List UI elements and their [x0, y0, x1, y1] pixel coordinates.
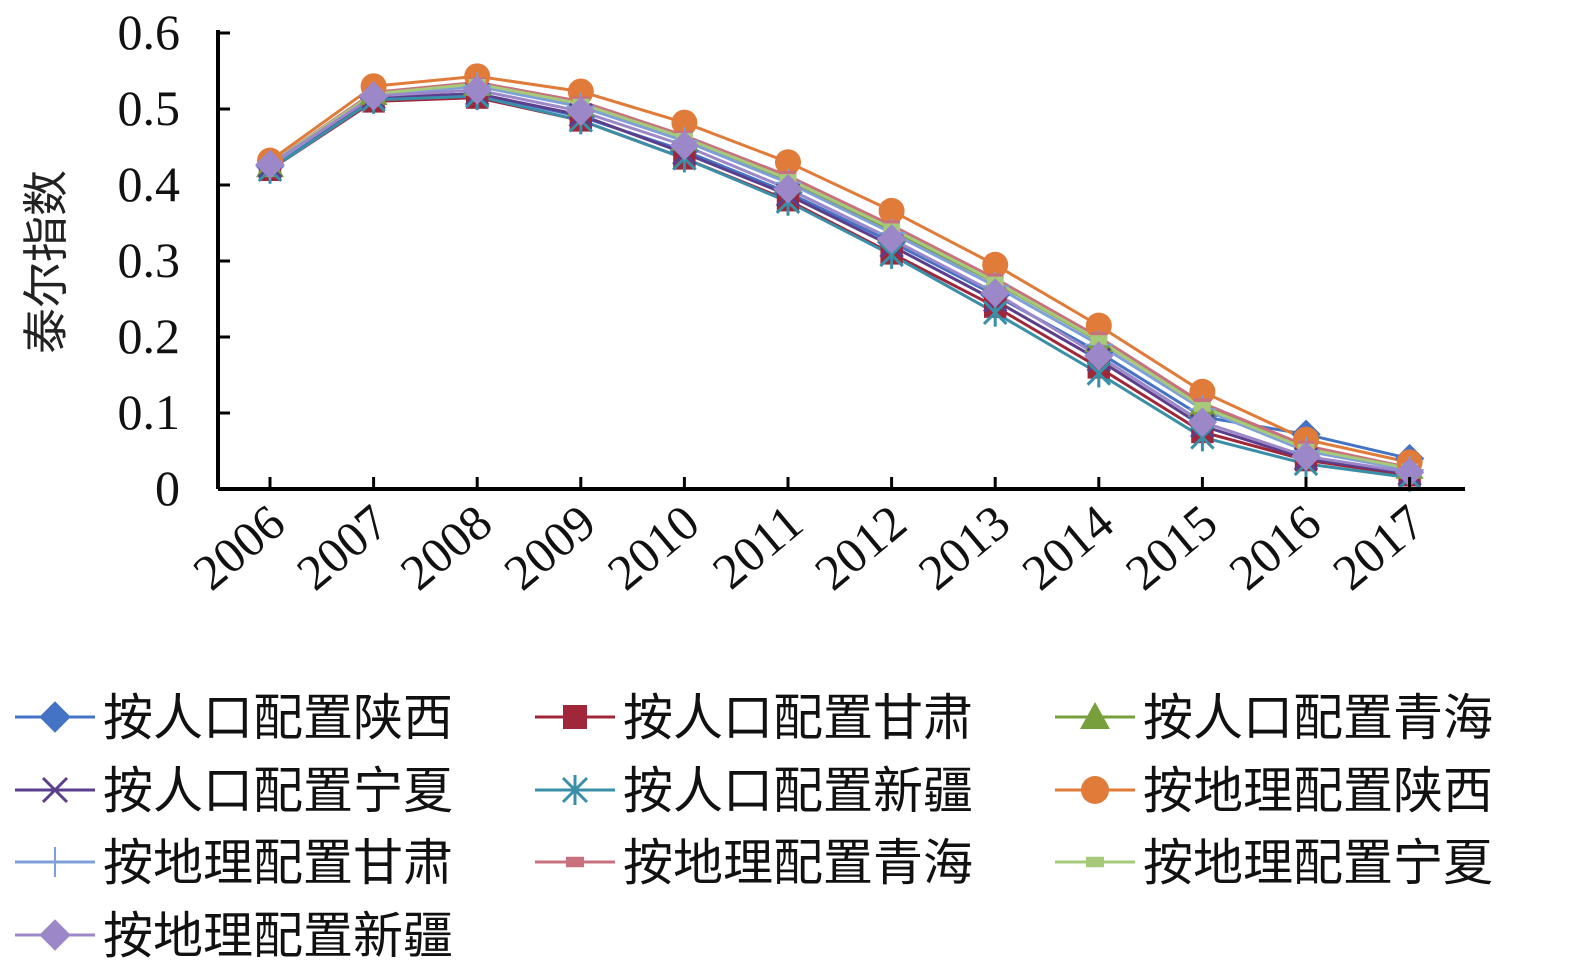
legend-marker — [1080, 702, 1110, 729]
legend-marker — [1086, 856, 1104, 868]
legend-item: 按人口配置新疆 — [535, 762, 973, 820]
legend-item: 按地理配置陕西 — [1055, 762, 1493, 820]
data-point — [1187, 407, 1218, 437]
series-line — [269, 94, 1410, 480]
y-tick-label: 0.4 — [118, 156, 181, 212]
data-point — [566, 96, 596, 126]
legend-item: 按人口配置青海 — [1055, 689, 1493, 747]
legend-item: 按人口配置宁夏 — [15, 762, 453, 820]
legend-label: 按人口配置陕西 — [103, 689, 453, 747]
legend-item: 按地理配置甘肃 — [15, 834, 453, 892]
x-tick-label: 2017 — [1322, 494, 1435, 601]
y-tick-label: 0.1 — [118, 384, 181, 440]
legend-label: 按地理配置新疆 — [103, 907, 453, 965]
x-tick-label: 2013 — [908, 494, 1021, 601]
y-axis-label: 泰尔指数 — [19, 170, 73, 354]
legend-item: 按地理配置青海 — [535, 834, 973, 892]
x-tick-label: 2012 — [804, 494, 917, 601]
legend-marker — [41, 776, 69, 804]
x-tick-label: 2011 — [702, 494, 813, 600]
data-point — [255, 149, 285, 180]
legend-item: 按人口配置陕西 — [15, 689, 453, 747]
series-lines — [269, 74, 1410, 480]
x-tick-label: 2010 — [597, 494, 710, 601]
legend-marker — [39, 919, 71, 951]
data-point — [982, 251, 1009, 278]
y-tick-label: 0.5 — [118, 80, 181, 136]
data-point — [671, 109, 698, 136]
data-point — [358, 81, 389, 111]
y-tick-label: 0.6 — [118, 4, 181, 60]
data-point — [980, 278, 1010, 308]
series-line — [269, 84, 1410, 472]
series-line — [269, 92, 1410, 461]
tick-labels: 00.10.20.30.40.50.6200620072008200920102… — [118, 4, 1435, 601]
data-point — [773, 174, 803, 204]
data-point — [1194, 402, 1211, 412]
legend-marker — [40, 847, 70, 877]
legend-label: 按地理配置青海 — [623, 834, 973, 892]
legend-item: 按地理配置宁夏 — [1055, 834, 1493, 892]
series-line — [269, 92, 1410, 476]
x-tick-label: 2015 — [1115, 494, 1228, 601]
x-tick-label: 2009 — [493, 494, 606, 601]
legend-label: 按地理配置陕西 — [1143, 762, 1493, 820]
data-point — [876, 224, 907, 254]
data-point — [775, 149, 801, 176]
series-line — [269, 82, 1410, 470]
x-tick-label: 2008 — [390, 494, 503, 601]
axes — [216, 30, 1465, 491]
legend-label: 按人口配置青海 — [1143, 689, 1493, 747]
legend-marker — [563, 705, 587, 729]
data-point — [878, 197, 905, 224]
x-tick-label: 2006 — [182, 494, 295, 601]
series-line — [269, 88, 1410, 474]
data-point — [1291, 441, 1321, 472]
legend-label: 按地理配置宁夏 — [1143, 834, 1493, 892]
data-point — [669, 130, 700, 161]
data-point — [462, 75, 492, 105]
legend-item: 按人口配置甘肃 — [535, 689, 973, 747]
series-markers — [255, 63, 1425, 492]
x-tick-label: 2014 — [1011, 494, 1124, 601]
legend-item: 按地理配置新疆 — [15, 907, 453, 965]
y-tick-label: 0 — [155, 460, 180, 516]
legend-marker — [566, 856, 584, 868]
legend-marker — [39, 701, 71, 733]
data-point — [1090, 335, 1108, 345]
legend-marker — [1081, 776, 1109, 804]
legend-marker — [561, 775, 589, 805]
legend-label: 按人口配置宁夏 — [103, 762, 453, 820]
legend-label: 按人口配置新疆 — [623, 762, 973, 820]
data-point — [1084, 341, 1114, 371]
x-tick-label: 2016 — [1218, 494, 1331, 601]
series-line — [269, 83, 1410, 470]
y-tick-label: 0.3 — [118, 232, 181, 288]
legend-label: 按地理配置甘肃 — [103, 834, 453, 892]
series-line — [269, 74, 1410, 464]
y-tick-label: 0.2 — [118, 308, 181, 364]
legend-label: 按人口配置甘肃 — [623, 689, 973, 747]
x-tick-label: 2007 — [286, 494, 399, 601]
